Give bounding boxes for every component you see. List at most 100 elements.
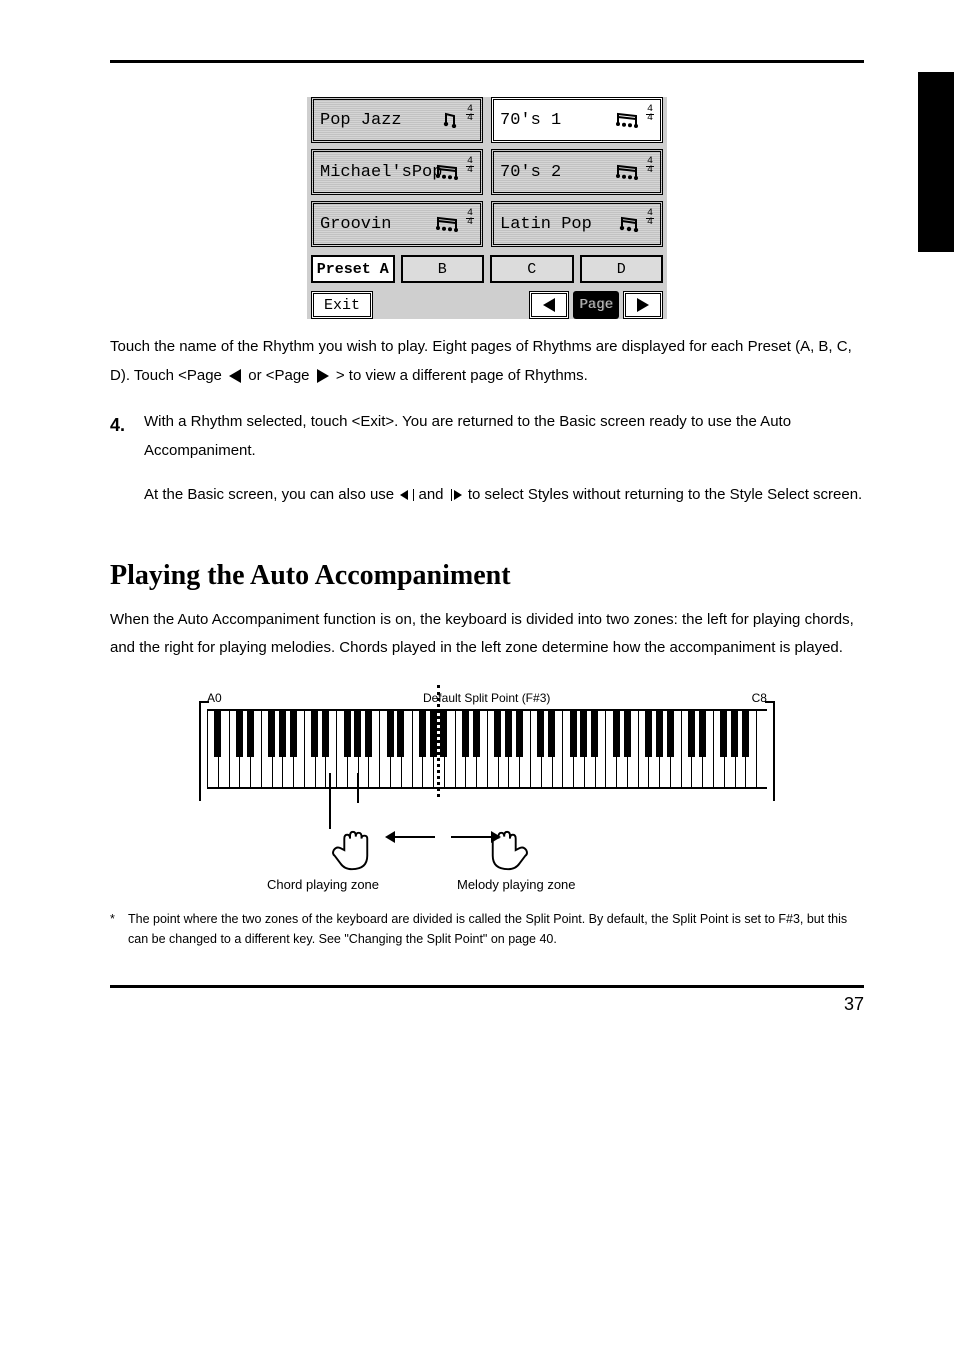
black-key [537,711,544,757]
black-key [354,711,361,757]
preset-tab[interactable]: Preset A [311,255,395,283]
black-key [720,711,727,757]
rhythm-cell[interactable]: 70's 2 44 [491,149,663,195]
preset-tab-bar: Preset ABCD [311,255,663,283]
step-text-c: to select Styles without returning to th… [468,486,862,503]
black-key [268,711,275,757]
rhythm-name: Groovin [320,215,391,234]
note-beam-icon [442,110,460,134]
step-4: 4. With a Rhythm selected, touch <Exit>.… [110,408,864,510]
bracket-right-icon [773,701,775,801]
time-signature: 44 [466,106,474,123]
asterisk-icon: * [110,909,122,949]
white-key [756,711,767,787]
rhythm-name: Michael'sPop [320,163,442,182]
black-key [419,711,426,757]
triangle-right-icon [317,369,329,383]
footnote-text: The point where the two zones of the key… [128,909,864,949]
note-beam-icon [434,162,460,186]
time-signature: 44 [466,210,474,227]
step-number: 4. [110,408,130,510]
black-key [699,711,706,757]
bottom-rule [110,985,864,988]
black-key [247,711,254,757]
page-prev-button[interactable] [529,291,569,319]
black-key [494,711,501,757]
triangle-right-icon [637,298,649,312]
note-beam-icon [434,214,460,238]
black-key [591,711,598,757]
page-number: 37 [110,994,864,1015]
black-key [505,711,512,757]
rhythm-name: Latin Pop [500,215,592,234]
black-key [365,711,372,757]
black-key [397,711,404,757]
black-key [731,711,738,757]
rhythm-name: Pop Jazz [320,111,402,130]
style-select-lcd: Pop Jazz 44 70's 1 44 Michael'sPop 44 70's 2 44… [307,97,667,319]
black-key [516,711,523,757]
time-signature: 44 [466,158,474,175]
black-key [548,711,555,757]
bracket-left-icon [199,701,201,801]
black-key [462,711,469,757]
triangle-left-icon [543,298,555,312]
rhythm-cell[interactable]: 70's 1 44 [491,97,663,143]
keyboard-graphic [207,709,767,789]
page-label: Page [573,291,619,319]
black-key [279,711,286,757]
note-beam-icon [618,214,640,238]
black-key [624,711,631,757]
keyboard-figure: A0 Default Split Point (F#3) C8 Chord pl… [207,691,767,895]
preset-tab[interactable]: C [490,255,574,283]
black-key [236,711,243,757]
black-key [580,711,587,757]
black-key [430,711,437,757]
label-melody-zone: Melody playing zone [457,877,576,892]
black-key [473,711,480,757]
black-key [311,711,318,757]
triangle-left-icon [229,369,241,383]
label-chord-zone: Chord playing zone [267,877,379,892]
preset-tab[interactable]: B [401,255,485,283]
top-rule [110,60,864,63]
rhythm-cell[interactable]: Michael'sPop 44 [311,149,483,195]
black-key [570,711,577,757]
rhythm-cell[interactable]: Groovin 44 [311,201,483,247]
black-key [667,711,674,757]
triangle-left-small-icon [400,490,408,500]
black-key [613,711,620,757]
rhythm-name: 70's 2 [500,163,561,182]
black-key [688,711,695,757]
page-next-button[interactable] [623,291,663,319]
chapter-side-tab [918,72,954,252]
section-heading: Playing the Auto Accompaniment [110,560,864,592]
right-hand-icon [485,829,533,873]
step-text-b: At the Basic screen, you can also use [144,486,394,503]
black-key [214,711,221,757]
black-key [322,711,329,757]
black-key [645,711,652,757]
rhythm-cell[interactable]: Pop Jazz 44 [311,97,483,143]
time-signature: 44 [646,158,654,175]
step-text-a: With a Rhythm selected, touch <Exit>. Yo… [144,408,864,465]
footnote: * The point where the two zones of the k… [110,909,864,949]
para-kbd-intro: When the Auto Accompaniment function is … [110,606,864,663]
preset-tab[interactable]: D [580,255,664,283]
left-hand-icon [327,829,375,873]
rhythm-cell[interactable]: Latin Pop44 [491,201,663,247]
para-rhythm-instructions: Touch the name of the Rhythm you wish to… [110,333,864,390]
black-key [344,711,351,757]
black-key [656,711,663,757]
note-beam-icon [614,162,640,186]
triangle-right-small-icon [454,490,462,500]
black-key [742,711,749,757]
black-key [440,711,447,757]
label-a0: A0 [207,691,222,705]
exit-button[interactable]: Exit [311,291,373,319]
black-key [290,711,297,757]
time-signature: 44 [646,106,654,123]
rhythm-name: 70's 1 [500,111,561,130]
label-split: Default Split Point (F#3) [423,691,550,705]
black-key [387,711,394,757]
